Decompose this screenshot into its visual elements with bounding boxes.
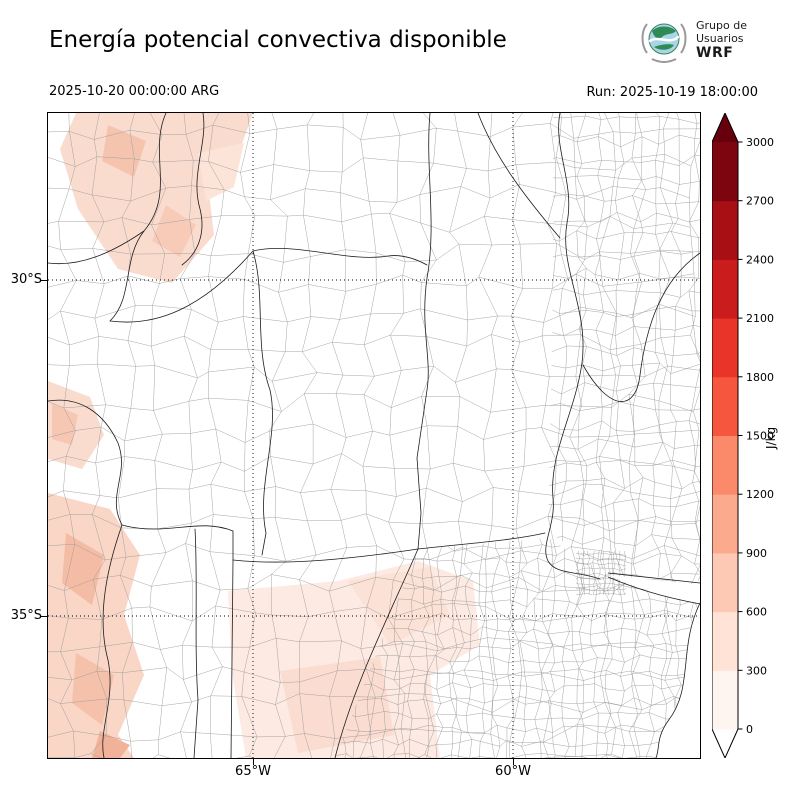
lat-tick-30s — [41, 280, 47, 281]
svg-text:300: 300 — [746, 664, 767, 677]
lat-label-30s: 30°S — [10, 272, 42, 287]
svg-text:1800: 1800 — [746, 371, 774, 384]
cape-shading-layer — [48, 113, 480, 758]
svg-text:0: 0 — [746, 723, 753, 736]
svg-text:1500: 1500 — [746, 430, 774, 443]
logo-wrf: WRF — [696, 45, 734, 61]
colorbar-canvas: 0 300 600 900 1200 1500 1800 2100 2400 2700 3000 — [711, 111, 774, 760]
run-time-label: Run: 2025-10-19 18:00:00 — [586, 85, 758, 100]
province-borders — [48, 113, 700, 758]
logo-line2: Usuarios — [696, 32, 744, 45]
valid-time-label: 2025-10-20 00:00:00 ARG — [49, 84, 220, 99]
globe-icon — [641, 23, 687, 63]
lat-tick-35s — [41, 616, 47, 617]
page-title: Energía potencial convectiva disponible — [49, 27, 507, 53]
lon-label-60w: 60°W — [495, 764, 531, 779]
lat-label-35s: 35°S — [10, 608, 42, 623]
svg-text:1200: 1200 — [746, 488, 774, 501]
svg-text:2400: 2400 — [746, 253, 774, 266]
map-canvas — [48, 113, 700, 758]
colorbar: 0 300 600 900 1200 1500 1800 2100 2400 2700 3000 — [711, 111, 782, 760]
lon-label-65w: 65°W — [235, 764, 271, 779]
lon-tick-65w — [253, 759, 254, 765]
svg-text:600: 600 — [746, 606, 767, 619]
gridlines — [48, 113, 700, 758]
svg-text:900: 900 — [746, 547, 767, 560]
wrf-logo: Grupo de Usuarios WRF — [640, 12, 796, 68]
svg-text:2100: 2100 — [746, 312, 774, 325]
map-frame — [47, 112, 701, 759]
colorbar-unit-label: J/kg — [764, 426, 778, 450]
svg-text:3000: 3000 — [746, 136, 774, 149]
coastline — [607, 572, 700, 758]
department-mesh-entrerios — [548, 113, 700, 581]
lon-tick-60w — [513, 759, 514, 765]
department-mesh — [48, 113, 700, 758]
water-mask — [608, 575, 700, 758]
logo-line1: Grupo de — [696, 19, 747, 32]
svg-text:2700: 2700 — [746, 195, 774, 208]
